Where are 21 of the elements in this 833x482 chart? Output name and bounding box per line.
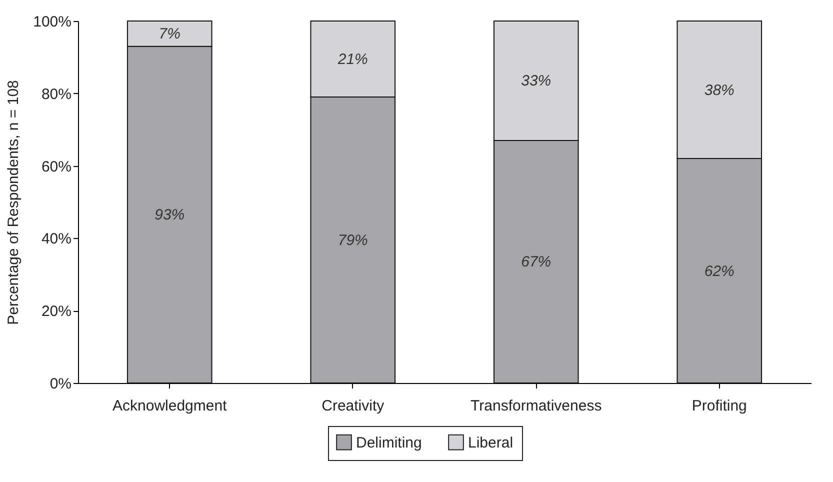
x-tick-label: Acknowledgment — [112, 398, 228, 414]
data-label: 62% — [704, 262, 734, 280]
y-axis-title: Percentage of Respondents, n = 108 — [5, 80, 22, 325]
data-label: 7% — [158, 26, 180, 43]
data-label: 21% — [336, 51, 368, 68]
y-tick-label: 100% — [33, 14, 72, 30]
data-label: 67% — [521, 254, 552, 271]
y-tick-label: 0% — [50, 376, 72, 392]
y-tick-label: 80% — [41, 86, 72, 103]
legend-label: Delimiting — [356, 434, 422, 452]
data-label: 33% — [521, 72, 552, 90]
data-label: 79% — [338, 232, 368, 250]
y-tick-label: 60% — [41, 158, 72, 176]
x-tick-label: Creativity — [322, 398, 385, 414]
y-tick-label: 40% — [41, 230, 72, 248]
data-label: 38% — [704, 82, 734, 99]
x-tick-label: Transformativeness — [470, 398, 602, 414]
x-tick-label: Profiting — [692, 398, 747, 414]
legend-label: Liberal — [468, 434, 514, 452]
y-tick-label: 20% — [41, 303, 72, 320]
data-label: 93% — [154, 206, 185, 224]
